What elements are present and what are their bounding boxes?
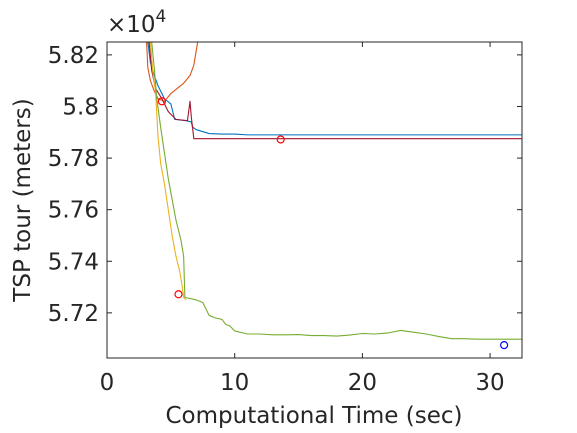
series-line-1 xyxy=(147,42,522,136)
plot-area xyxy=(146,42,522,350)
series-line-4 xyxy=(149,42,187,301)
y-tick-label: 5.8 xyxy=(62,94,99,120)
y-exponent-power: 4 xyxy=(156,7,167,27)
marker-point-1 xyxy=(157,97,167,106)
axes: 0 10 20 30 5.72 5.74 5.76 5.78 5.8 5.82 xyxy=(48,41,523,396)
x-axis-label: Computational Time (sec) xyxy=(165,403,462,429)
x-tick-label: 10 xyxy=(220,370,249,396)
x-tick-label: 20 xyxy=(348,370,377,396)
marker-point-3 xyxy=(174,290,183,299)
axes-box xyxy=(106,41,523,359)
series-line-5 xyxy=(151,42,522,340)
series-group xyxy=(146,42,522,350)
y-tick-label: 5.76 xyxy=(48,198,99,224)
x-tick-label: 30 xyxy=(475,370,504,396)
series-line-2 xyxy=(146,42,199,102)
y-axis-label: TSP tour (meters) xyxy=(10,98,36,302)
marker-point-2 xyxy=(276,135,285,144)
y-tick-label: 5.74 xyxy=(48,249,99,275)
y-tick-label: 5.82 xyxy=(48,43,99,69)
y-tick-label: 5.72 xyxy=(48,301,99,327)
y-exponent-label: ×104 xyxy=(107,7,166,38)
y-tick-label: 5.78 xyxy=(48,146,99,172)
y-exponent-base: ×10 xyxy=(107,12,156,38)
x-tick-label: 0 xyxy=(100,370,115,396)
marker-point-4 xyxy=(500,341,509,350)
